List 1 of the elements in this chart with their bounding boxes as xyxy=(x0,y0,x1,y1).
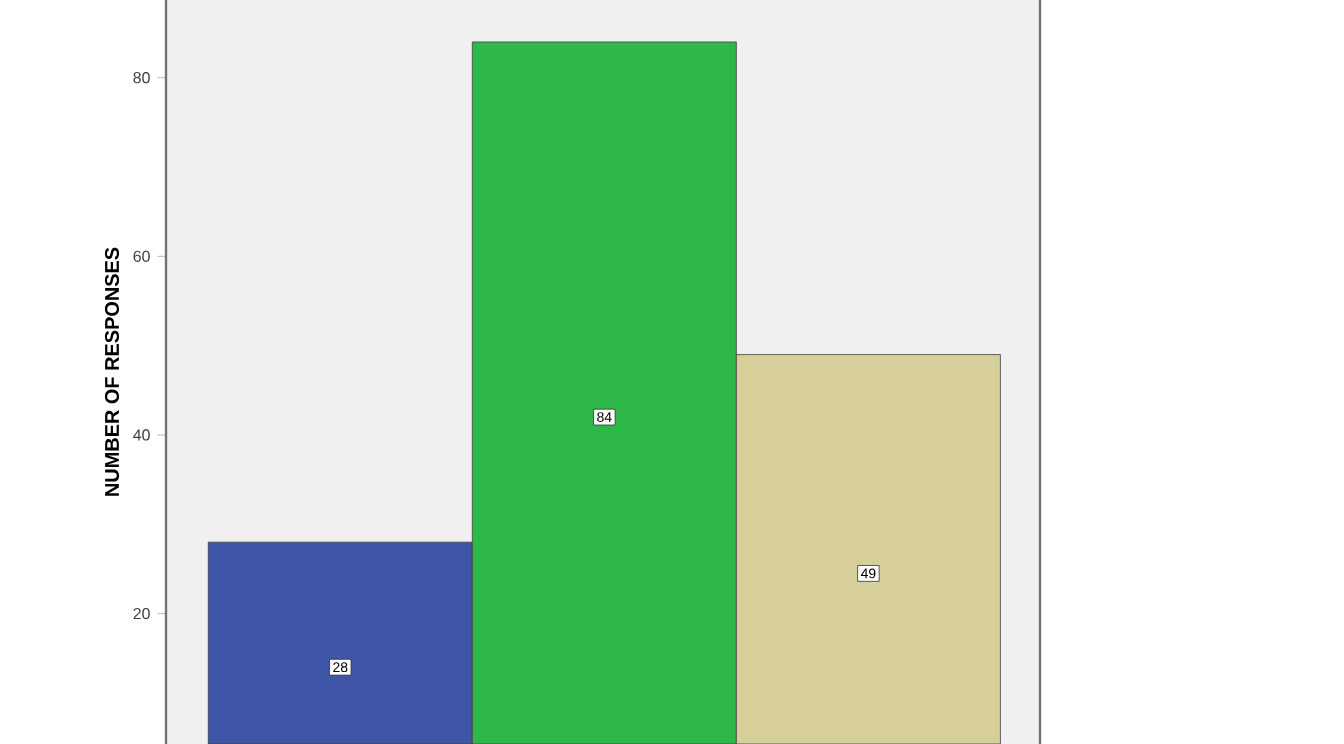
y-axis-title: NUMBER OF RESPONSES xyxy=(104,247,120,496)
